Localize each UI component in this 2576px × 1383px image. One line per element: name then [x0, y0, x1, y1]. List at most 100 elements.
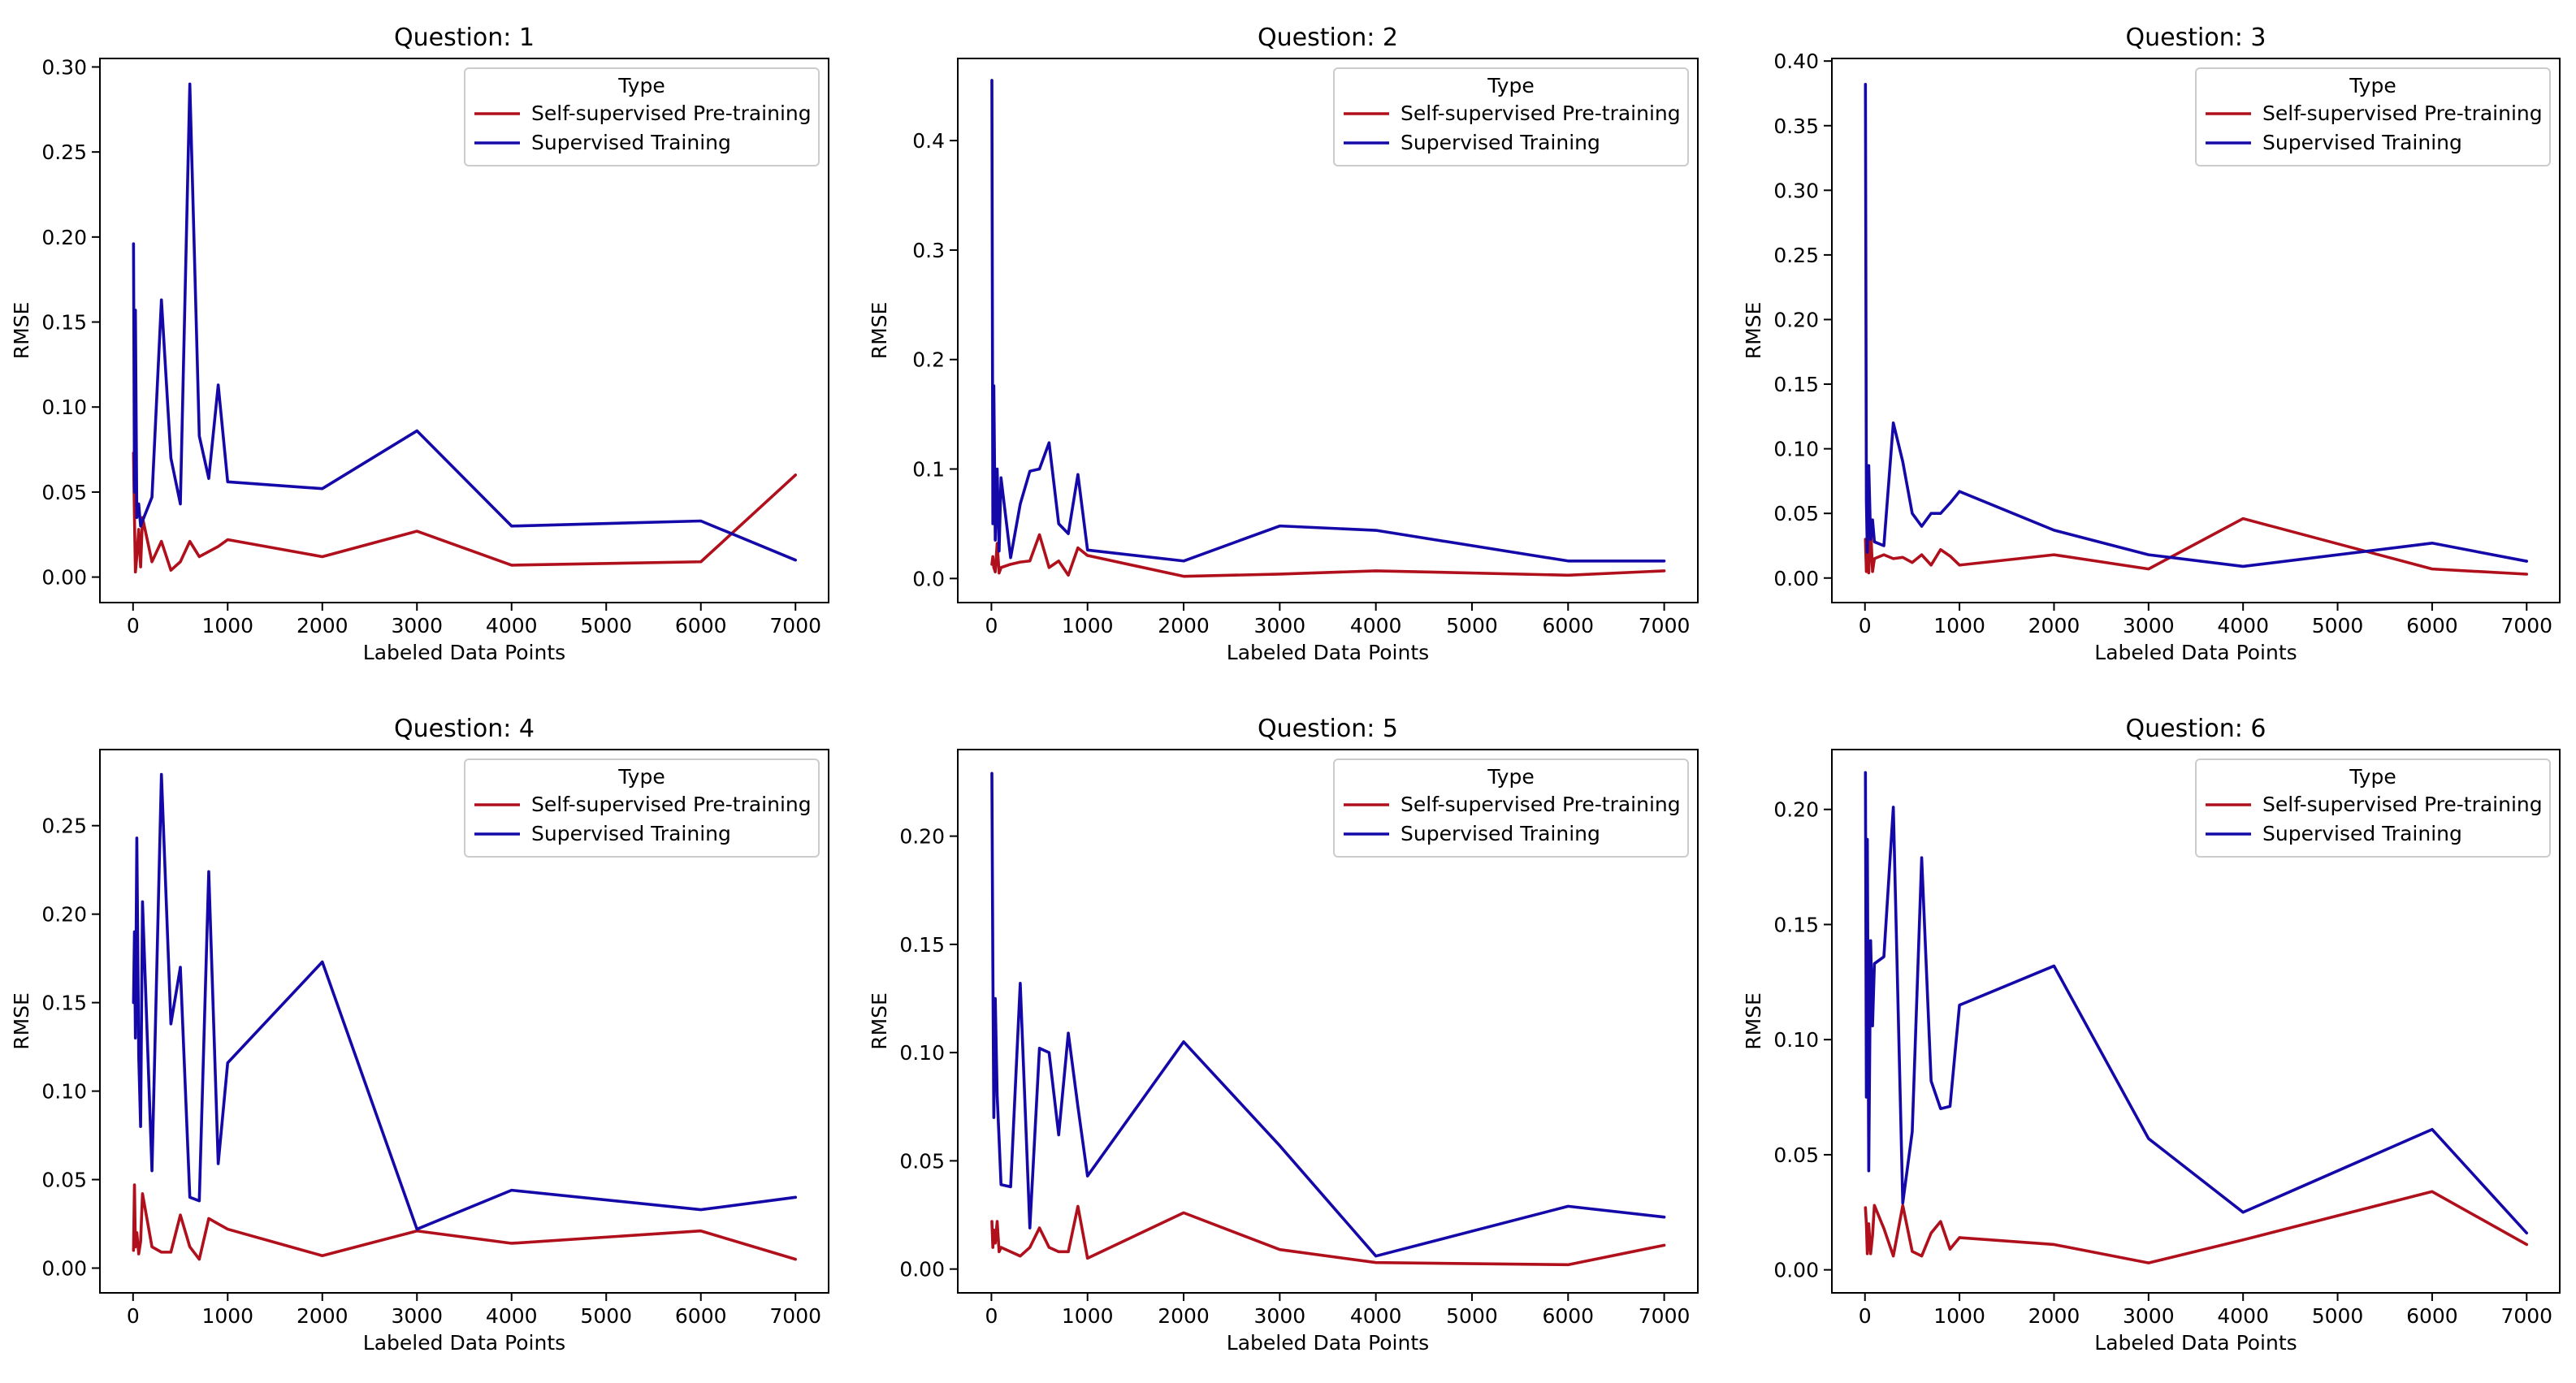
series-line-supervised: [990, 771, 1666, 1258]
legend-frame: [464, 67, 820, 166]
x-tick-label: 0: [127, 1304, 140, 1328]
x-axis-label: Labeled Data Points: [2094, 1331, 2297, 1355]
x-tick-label: 3000: [2123, 1304, 2175, 1328]
y-tick-label: 0.20: [1773, 798, 1819, 822]
legend-entry: Supervised Training: [1401, 131, 1600, 154]
x-tick-label: 0: [1859, 614, 1872, 637]
y-tick-label: 0.15: [1773, 373, 1819, 396]
x-tick-label: 3000: [2123, 614, 2175, 637]
x-tick-label: 3000: [1254, 1304, 1306, 1328]
legend-entry: Self-supervised Pre-training: [1401, 102, 1681, 125]
legend-entry: Self-supervised Pre-training: [531, 793, 812, 816]
y-tick-label: 0.05: [1773, 1143, 1819, 1167]
x-tick-label: 0: [1859, 1304, 1872, 1328]
series-line-supervised: [1864, 83, 2529, 568]
subplot-question-2: Question: 2 0 1000 2000 3000 4000 5000 6000 7000…: [868, 24, 1699, 664]
legend-entry: Supervised Training: [2262, 131, 2462, 154]
x-tick-label: 5000: [580, 1304, 632, 1328]
subplot-title: Question: 6: [2126, 715, 2266, 743]
series-line-supervised: [1864, 771, 2529, 1235]
x-tick-label: 0: [985, 614, 998, 637]
y-tick-label: 0.4: [912, 129, 945, 153]
x-tick-label: 2000: [297, 614, 349, 637]
subplot-question-6: Question: 6 0 1000 2000 3000 4000 5000 6000 7000…: [1742, 715, 2561, 1355]
y-tick-label: 0.20: [41, 226, 87, 249]
series-line-self-supervised: [132, 451, 798, 574]
legend-title: Type: [2349, 74, 2396, 97]
x-tick-label: 7000: [769, 1304, 821, 1328]
y-tick-label: 0.35: [1773, 115, 1819, 138]
legend-entry: Self-supervised Pre-training: [531, 102, 812, 125]
legend: Type Self-supervised Pre-training Supervis…: [2195, 758, 2551, 858]
legend-title: Type: [1487, 765, 1534, 789]
x-tick-label: 6000: [2406, 1304, 2458, 1328]
x-tick-label: 5000: [2312, 614, 2364, 637]
y-tick-label: 0.10: [41, 395, 87, 419]
x-axis-label: Labeled Data Points: [2094, 641, 2297, 664]
y-tick-label: 0.05: [899, 1149, 945, 1173]
axes-frame: [99, 58, 829, 603]
legend-title: Type: [617, 74, 665, 97]
legend-frame: [1333, 67, 1689, 166]
axes-frame: [1831, 58, 2561, 603]
x-tick-label: 7000: [1639, 1304, 1691, 1328]
legend: Type Self-supervised Pre-training Supervis…: [1333, 67, 1689, 166]
x-tick-label: 1000: [1062, 614, 1114, 637]
legend-entry: Self-supervised Pre-training: [1401, 793, 1681, 816]
x-tick-label: 2000: [1158, 1304, 1210, 1328]
x-tick-label: 4000: [486, 614, 538, 637]
y-tick-label: 0.00: [899, 1258, 945, 1281]
y-tick-label: 0.00: [1773, 1259, 1819, 1282]
y-tick-label: 0.25: [1773, 244, 1819, 267]
x-tick-label: 1000: [1933, 1304, 1985, 1328]
y-tick-label: 0.15: [1773, 913, 1819, 936]
subplot-question-5: Question: 5 0 1000 2000 3000 4000 5000 6000 7000…: [868, 715, 1699, 1355]
y-tick-label: 0.20: [41, 903, 87, 927]
legend-entry: Supervised Training: [531, 131, 731, 154]
x-tick-label: 0: [127, 614, 140, 637]
y-axis-label: RMSE: [868, 302, 891, 360]
x-tick-label: 2000: [2028, 614, 2080, 637]
subplot-question-4: Question: 4 0 1000 2000 3000 4000 5000 6000 7000…: [10, 715, 829, 1355]
y-tick-label: 0.15: [41, 992, 87, 1015]
y-axis-label: RMSE: [1742, 992, 1765, 1050]
series-line-self-supervised: [132, 1183, 798, 1261]
y-tick-label: 0.1: [912, 458, 945, 482]
y-tick-label: 0.05: [41, 481, 87, 504]
legend-title: Type: [617, 765, 665, 789]
y-tick-label: 0.15: [899, 933, 945, 957]
x-tick-label: 6000: [1542, 614, 1594, 637]
x-tick-label: 7000: [769, 614, 821, 637]
x-tick-label: 3000: [391, 1304, 443, 1328]
legend-entry: Self-supervised Pre-training: [2262, 793, 2543, 816]
y-tick-label: 0.10: [1773, 438, 1819, 461]
x-axis-label: Labeled Data Points: [1227, 641, 1429, 664]
y-tick-label: 0.20: [899, 825, 945, 849]
x-tick-label: 7000: [1639, 614, 1691, 637]
legend-entry: Supervised Training: [531, 822, 731, 845]
x-tick-label: 3000: [391, 614, 443, 637]
x-tick-label: 1000: [1933, 614, 1985, 637]
axes-frame: [99, 749, 829, 1294]
y-tick-label: 0.05: [41, 1169, 87, 1192]
y-tick-label: 0.2: [912, 348, 945, 372]
y-tick-label: 0.15: [41, 311, 87, 335]
legend: Type Self-supervised Pre-training Supervis…: [2195, 67, 2551, 166]
x-tick-label: 2000: [2028, 1304, 2080, 1328]
y-axis-label: RMSE: [10, 992, 33, 1050]
x-tick-label: 5000: [1446, 614, 1498, 637]
x-tick-label: 4000: [2217, 1304, 2269, 1328]
subplot-title: Question: 1: [394, 24, 535, 52]
legend-title: Type: [1487, 74, 1534, 97]
legend-frame: [2195, 758, 2551, 858]
subplot-title: Question: 2: [1258, 24, 1398, 52]
legend-entry: Supervised Training: [1401, 822, 1600, 845]
legend: Type Self-supervised Pre-training Supervis…: [1333, 758, 1689, 858]
x-tick-label: 6000: [675, 1304, 727, 1328]
x-tick-label: 6000: [2406, 614, 2458, 637]
y-tick-label: 0.10: [899, 1041, 945, 1065]
series-line-supervised: [132, 82, 798, 562]
x-axis-label: Labeled Data Points: [363, 1331, 565, 1355]
legend-entry: Self-supervised Pre-training: [2262, 102, 2543, 125]
